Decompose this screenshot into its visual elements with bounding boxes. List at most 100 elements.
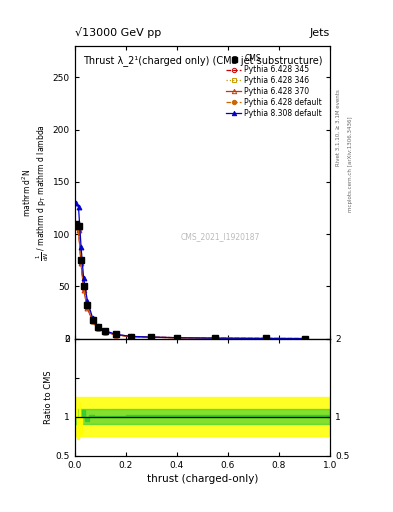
- CMS: [264, 335, 268, 342]
- Pythia 6.428 345: [79, 259, 83, 265]
- Pythia 6.428 370: [76, 227, 81, 233]
- Pythia 6.428 346: [302, 335, 307, 342]
- Pythia 6.428 346: [73, 222, 78, 228]
- Pythia 6.428 346: [264, 335, 268, 342]
- Pythia 6.428 345: [90, 318, 95, 324]
- Pythia 6.428 346: [174, 334, 179, 340]
- Pythia 6.428 370: [81, 287, 86, 293]
- Pythia 8.308 default: [95, 323, 100, 329]
- Pythia 6.428 370: [79, 260, 83, 266]
- Pythia 8.308 default: [76, 204, 81, 210]
- Pythia 6.428 default: [81, 284, 86, 290]
- Pythia 6.428 370: [113, 332, 118, 338]
- CMS: [85, 302, 90, 308]
- Pythia 6.428 345: [73, 223, 78, 229]
- Pythia 6.428 370: [129, 333, 133, 339]
- Pythia 6.428 346: [85, 303, 90, 309]
- Pythia 6.428 default: [302, 335, 307, 342]
- Pythia 8.308 default: [85, 298, 90, 304]
- Pythia 6.428 370: [103, 329, 108, 335]
- Pythia 6.428 346: [113, 331, 118, 337]
- CMS: [213, 335, 218, 341]
- Pythia 6.428 370: [95, 325, 100, 331]
- Pythia 6.428 345: [81, 285, 86, 291]
- Pythia 6.428 345: [113, 332, 118, 338]
- Pythia 6.428 default: [73, 222, 78, 228]
- Pythia 6.428 370: [264, 335, 268, 342]
- Pythia 6.428 default: [103, 329, 108, 335]
- Y-axis label: Ratio to CMS: Ratio to CMS: [44, 370, 53, 424]
- Pythia 6.428 345: [302, 335, 307, 342]
- Pythia 6.428 default: [85, 303, 90, 309]
- Pythia 6.428 345: [213, 335, 218, 342]
- CMS: [113, 331, 118, 337]
- Pythia 6.428 370: [213, 335, 218, 342]
- Text: mcplots.cern.ch [arXiv:1306.3436]: mcplots.cern.ch [arXiv:1306.3436]: [348, 116, 353, 211]
- Pythia 6.428 370: [90, 318, 95, 325]
- Text: CMS_2021_I1920187: CMS_2021_I1920187: [181, 232, 260, 241]
- Line: Pythia 8.308 default: Pythia 8.308 default: [73, 200, 307, 341]
- Pythia 6.428 345: [95, 325, 100, 331]
- Pythia 8.308 default: [213, 335, 218, 342]
- CMS: [174, 334, 179, 340]
- CMS: [81, 283, 86, 289]
- Pythia 6.428 345: [264, 335, 268, 342]
- CMS: [90, 317, 95, 323]
- Pythia 6.428 370: [149, 334, 154, 340]
- CMS: [103, 328, 108, 334]
- Pythia 6.428 346: [79, 258, 83, 264]
- Pythia 6.428 default: [149, 334, 154, 340]
- Pythia 6.428 345: [174, 335, 179, 341]
- Pythia 6.428 default: [264, 335, 268, 342]
- Pythia 8.308 default: [103, 328, 108, 334]
- Pythia 6.428 346: [129, 333, 133, 339]
- Pythia 6.428 346: [95, 325, 100, 331]
- Y-axis label: mathrm d$^2$N
$\frac{1}{\mathrm{d}N}$ / mathrm d p$_\mathrm{T}$ mathrm d lambda: mathrm d$^2$N $\frac{1}{\mathrm{d}N}$ / …: [20, 124, 51, 261]
- Line: CMS: CMS: [73, 221, 307, 342]
- Pythia 6.428 default: [129, 333, 133, 339]
- Text: √13000 GeV pp: √13000 GeV pp: [75, 28, 161, 38]
- Legend: CMS, Pythia 6.428 345, Pythia 6.428 346, Pythia 6.428 370, Pythia 6.428 default,: CMS, Pythia 6.428 345, Pythia 6.428 346,…: [225, 53, 324, 119]
- Pythia 6.428 345: [85, 304, 90, 310]
- Pythia 8.308 default: [81, 275, 86, 281]
- Pythia 8.308 default: [302, 335, 307, 342]
- Pythia 6.428 346: [149, 334, 154, 340]
- CMS: [129, 333, 133, 339]
- Pythia 6.428 370: [73, 224, 78, 230]
- CMS: [79, 257, 83, 263]
- Pythia 6.428 346: [81, 284, 86, 290]
- Pythia 6.428 370: [302, 335, 307, 342]
- Pythia 6.428 default: [113, 331, 118, 337]
- Pythia 6.428 default: [90, 317, 95, 324]
- Pythia 8.308 default: [73, 200, 78, 206]
- Text: Jets: Jets: [310, 28, 330, 38]
- Pythia 6.428 346: [213, 335, 218, 342]
- Line: Pythia 6.428 370: Pythia 6.428 370: [73, 224, 307, 341]
- Line: Pythia 6.428 default: Pythia 6.428 default: [73, 222, 307, 341]
- Pythia 6.428 346: [90, 317, 95, 324]
- CMS: [73, 221, 78, 227]
- Bar: [75, 409, 330, 424]
- CMS: [149, 334, 154, 340]
- Pythia 8.308 default: [174, 334, 179, 340]
- Pythia 6.428 default: [213, 335, 218, 342]
- CMS: [302, 335, 307, 342]
- Pythia 8.308 default: [79, 244, 83, 250]
- Line: Pythia 6.428 345: Pythia 6.428 345: [73, 223, 307, 341]
- CMS: [76, 223, 81, 229]
- Pythia 8.308 default: [264, 335, 268, 342]
- Line: Pythia 6.428 346: Pythia 6.428 346: [73, 222, 307, 341]
- CMS: [95, 324, 100, 330]
- Pythia 6.428 345: [103, 329, 108, 335]
- Pythia 6.428 default: [79, 258, 83, 264]
- Pythia 8.308 default: [113, 331, 118, 337]
- Pythia 6.428 346: [103, 329, 108, 335]
- Pythia 6.428 370: [85, 305, 90, 311]
- Pythia 6.428 370: [174, 335, 179, 341]
- Pythia 8.308 default: [129, 333, 133, 339]
- Pythia 6.428 345: [76, 226, 81, 232]
- Text: Thrust λ_2¹(charged only) (CMS jet substructure): Thrust λ_2¹(charged only) (CMS jet subst…: [83, 55, 322, 66]
- Pythia 6.428 default: [76, 225, 81, 231]
- Bar: [75, 397, 330, 436]
- Pythia 6.428 default: [174, 335, 179, 341]
